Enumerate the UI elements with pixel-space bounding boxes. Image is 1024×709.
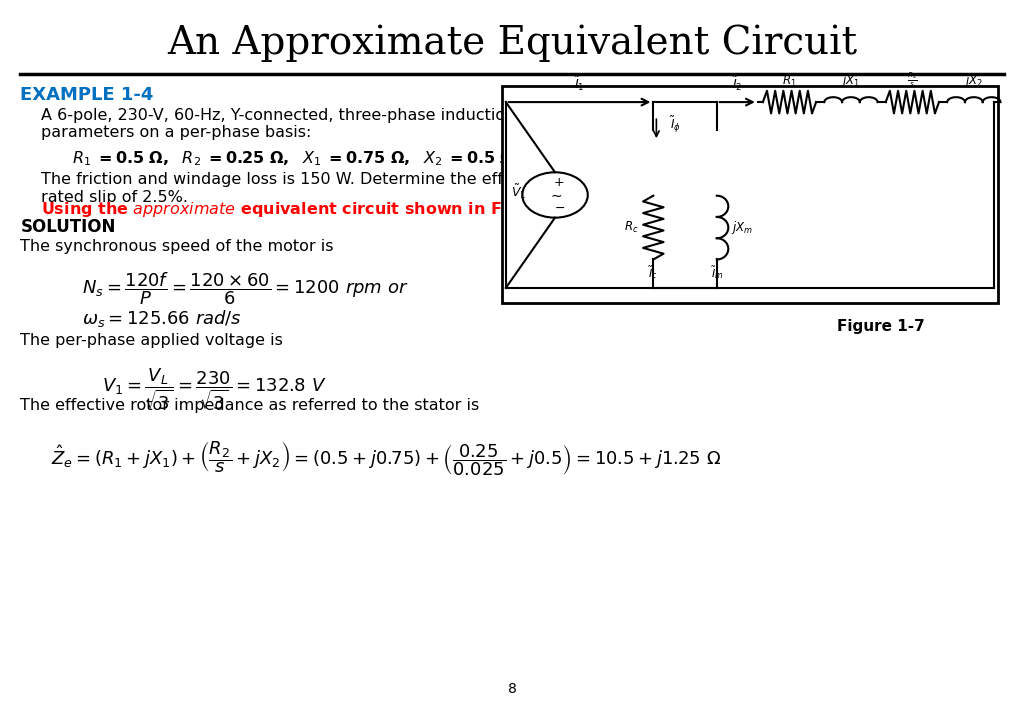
Text: +: + [554,176,564,189]
Text: $jX_1$: $jX_1$ [842,72,860,89]
Text: $\tilde{I}_m$: $\tilde{I}_m$ [711,264,723,281]
Text: $\omega_s = 125.66\ \mathit{rad / s}$: $\omega_s = 125.66\ \mathit{rad / s}$ [82,308,242,329]
Bar [502,86,998,303]
Text: Figure 1-7: Figure 1-7 [837,319,925,334]
Text: $jX_m$: $jX_m$ [731,219,754,236]
Text: Using the $\mathbf{\it{approximate}}$ equivalent circuit shown in Figure 1-6: Using the $\mathbf{\it{approximate}}$ eq… [41,200,584,219]
Text: A 6-pole, 230-V, 60-Hz, Y-connected, three-phase induction motor has the followi: A 6-pole, 230-V, 60-Hz, Y-connected, thr… [41,108,711,140]
Text: $-$: $-$ [554,201,564,214]
Text: $V_1 = \dfrac{V_L}{\sqrt{3}} = \dfrac{230}{\sqrt{3}} = 132.8\ V$: $V_1 = \dfrac{V_L}{\sqrt{3}} = \dfrac{23… [102,366,327,412]
Text: The synchronous speed of the motor is: The synchronous speed of the motor is [20,239,334,254]
Text: The friction and windage loss is 150 W. Determine the efficiency of the motor at: The friction and windage loss is 150 W. … [41,172,710,205]
Text: $\frac{R_2}{s}$: $\frac{R_2}{s}$ [907,71,918,89]
Text: An Approximate Equivalent Circuit: An Approximate Equivalent Circuit [167,25,857,62]
Text: $\mathbf{\it{R}_1}$ $\mathbf{= 0.5\ \Omega,}$  $\mathbf{\it{R}_2}$ $\mathbf{= 0.: $\mathbf{\it{R}_1}$ $\mathbf{= 0.5\ \Ome… [72,149,792,167]
Text: EXAMPLE 1-4: EXAMPLE 1-4 [20,86,154,104]
Text: 8: 8 [508,682,516,696]
Text: $\tilde{V}_1$: $\tilde{V}_1$ [511,182,526,201]
Text: $\tilde{I}_c$: $\tilde{I}_c$ [648,264,658,281]
Text: $\hat{Z}_e = \left(R_1 + jX_1\right) + \left(\dfrac{R_2}{s} + jX_2\right)= \left: $\hat{Z}_e = \left(R_1 + jX_1\right) + \… [51,440,721,479]
Text: SOLUTION: SOLUTION [20,218,116,236]
Text: $\sim$: $\sim$ [548,188,562,202]
Text: $\tilde{I}_2$: $\tilde{I}_2$ [732,74,742,93]
Text: $\tilde{I}_1$: $\tilde{I}_1$ [574,74,585,93]
Text: $jX_2$: $jX_2$ [965,72,983,89]
Text: $R_1$: $R_1$ [782,74,797,89]
Text: $\tilde{I}_\phi$: $\tilde{I}_\phi$ [670,115,681,135]
Text: The effective rotor impedance as referred to the stator is: The effective rotor impedance as referre… [20,398,479,413]
Text: $R_c$: $R_c$ [625,220,639,235]
Text: The per-phase applied voltage is: The per-phase applied voltage is [20,333,284,348]
Text: $N_s = \dfrac{120f}{P} = \dfrac{120 \times 60}{6} = 1200\ rpm\ \mathit{or}$: $N_s = \dfrac{120f}{P} = \dfrac{120 \tim… [82,271,409,308]
